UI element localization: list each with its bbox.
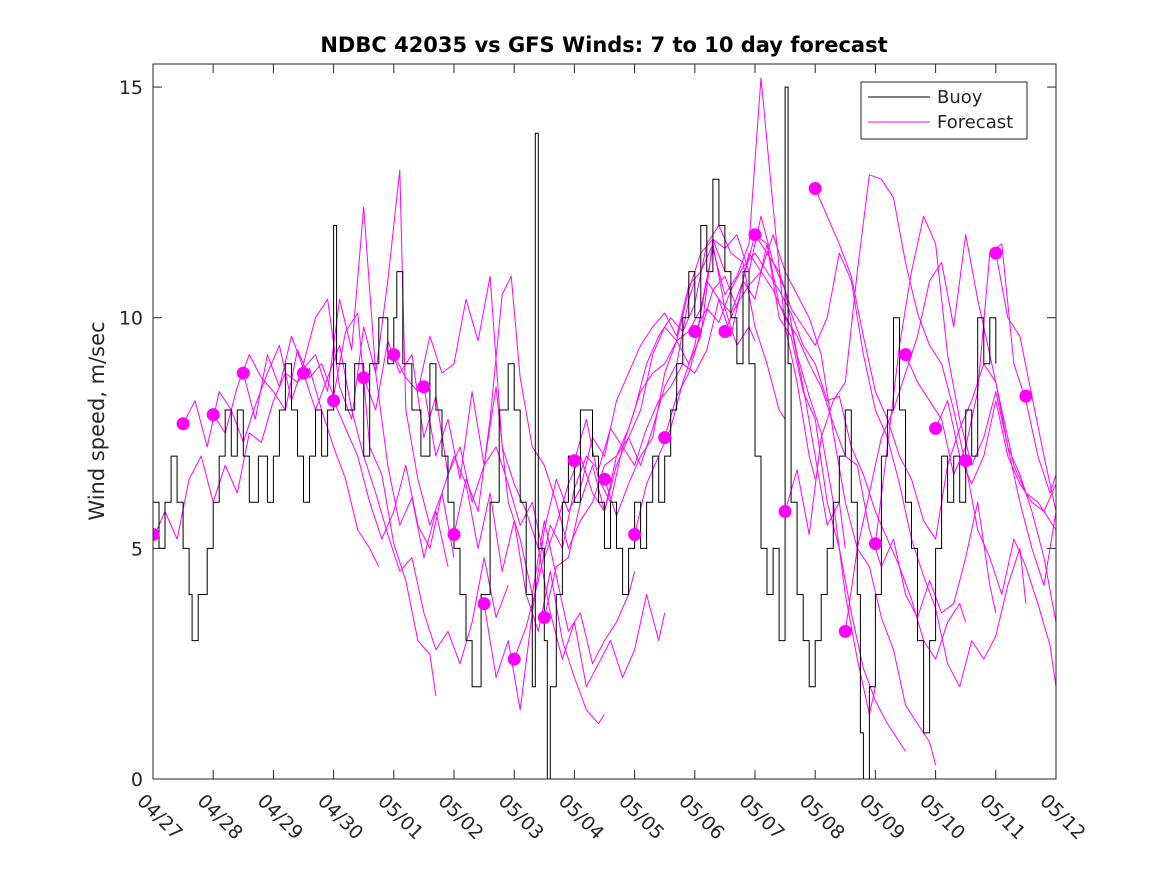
forecast-marker [658,431,672,445]
forecast-line [664,234,937,766]
chart-title: NDBC 42035 vs GFS Winds: 7 to 10 day for… [320,33,887,57]
forecast-marker [718,325,732,338]
forecast-marker [297,366,310,380]
legend-forecast-label: Forecast [937,112,1013,133]
forecast-line [784,174,1056,687]
forecast-marker [153,528,160,541]
forecast-marker [899,348,912,362]
forecast-line [303,344,509,665]
forecast-marker [748,228,762,242]
y-tick-label: 10 [119,308,143,330]
forecast-line [333,400,605,725]
forecast-marker [628,528,642,541]
forecast-marker [327,394,341,408]
forecast-line [573,234,846,549]
forecast-marker [477,597,491,611]
forecast-marker [447,528,461,541]
legend: Buoy Forecast [860,81,1028,140]
forecast-marker [868,537,882,551]
forecast-marker [989,246,1003,260]
forecast-line [935,400,1056,512]
forecast-marker [1019,389,1033,403]
y-tick-label: 5 [131,538,143,560]
buoy-line [153,86,997,779]
forecast-marker [176,417,190,431]
forecast-line [153,368,380,568]
forecast-marker [688,325,702,338]
forecast-marker [387,348,401,362]
data-layer [153,77,1056,779]
forecast-marker [929,421,943,435]
y-axis: 0 5 10 15 [119,77,1056,791]
forecast-marker [507,652,521,666]
forecast-line [694,252,967,660]
forecast-line [453,238,726,549]
forecast-marker [206,408,220,422]
y-tick-label: 0 [131,769,143,791]
legend-buoy-label: Buoy [937,87,983,108]
forecast-line [814,188,1056,623]
forecast-line [604,215,876,715]
forecast-line [212,312,437,697]
forecast-line [724,271,997,618]
forecast-line [182,169,455,558]
forecast-line [754,234,1027,688]
forecast-marker [567,454,581,468]
forecast-marker [417,380,431,394]
forecast-marker [808,182,822,195]
forecast-line [995,253,1056,512]
plot-area-frame [152,63,1057,780]
forecast-marker [838,624,852,638]
forecast-marker [959,454,973,468]
y-axis-label: Wind speed, m/sec [85,321,109,520]
y-tick-label: 15 [119,77,143,99]
forecast-marker [537,611,551,624]
forecast-line [393,275,666,688]
legend-box [860,81,1028,140]
forecast-marker [357,371,371,385]
forecast-marker [778,505,792,518]
forecast-marker [598,472,611,486]
forecast-marker [236,366,250,380]
